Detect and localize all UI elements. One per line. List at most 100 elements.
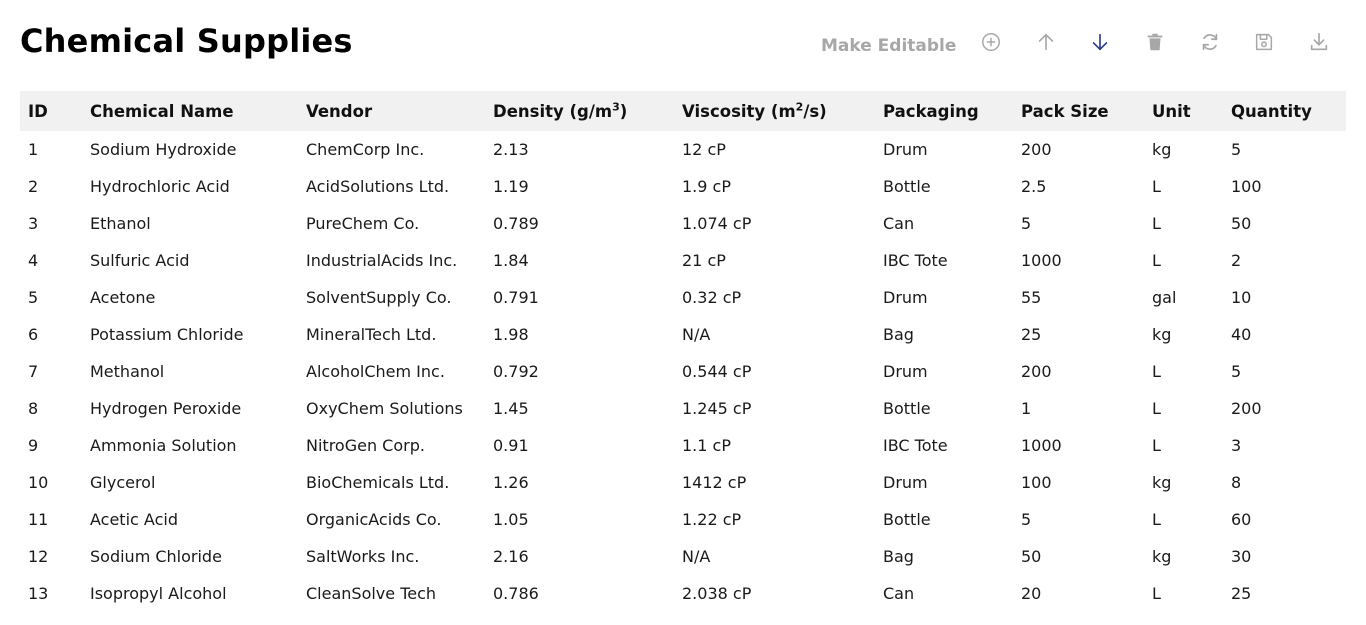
cell-pack-size[interactable]: 55 <box>1021 288 1042 307</box>
cell-pack-size[interactable]: 5 <box>1021 214 1032 233</box>
cell-packaging[interactable]: IBC Tote <box>883 436 948 455</box>
cell-quantity[interactable]: 5 <box>1231 362 1242 381</box>
cell-density[interactable]: 1.26 <box>493 473 529 492</box>
cell-packaging[interactable]: Drum <box>883 362 928 381</box>
cell-packaging[interactable]: Bag <box>883 547 914 566</box>
cell-chemical-name[interactable]: Sodium Hydroxide <box>90 140 237 159</box>
cell-unit[interactable]: gal <box>1152 288 1177 307</box>
move-up-button[interactable] <box>1032 28 1060 56</box>
cell-pack-size[interactable]: 200 <box>1021 362 1052 381</box>
column-header-quantity[interactable]: Quantity <box>1223 91 1346 131</box>
cell-chemical-name[interactable]: Methanol <box>90 362 165 381</box>
table-row[interactable]: 12 Sodium Chloride SaltWorks Inc. 2.16 N/A Ba… <box>20 538 1346 575</box>
table-row[interactable]: 11 Acetic Acid OrganicAcids Co. 1.05 1.22 cP… <box>20 501 1346 538</box>
cell-pack-size[interactable]: 25 <box>1021 325 1042 344</box>
column-header-packaging[interactable]: Packaging <box>875 91 1013 131</box>
cell-density[interactable]: 1.45 <box>493 399 529 418</box>
cell-id[interactable]: 8 <box>28 399 39 418</box>
cell-viscosity[interactable]: 0.32 cP <box>682 288 742 307</box>
cell-vendor[interactable]: OrganicAcids Co. <box>306 510 442 529</box>
cell-vendor[interactable]: AlcoholChem Inc. <box>306 362 445 381</box>
cell-vendor[interactable]: BioChemicals Ltd. <box>306 473 450 492</box>
column-header-id[interactable]: ID <box>20 91 82 131</box>
column-header-viscosity[interactable]: Viscosity (m2/s) <box>674 91 875 131</box>
cell-pack-size[interactable]: 1 <box>1021 399 1032 418</box>
cell-vendor[interactable]: ChemCorp Inc. <box>306 140 425 159</box>
cell-quantity[interactable]: 10 <box>1231 288 1252 307</box>
cell-pack-size[interactable]: 20 <box>1021 584 1042 603</box>
table-row[interactable]: 8 Hydrogen Peroxide OxyChem Solutions 1.45 1… <box>20 390 1346 427</box>
cell-density[interactable]: 0.792 <box>493 362 539 381</box>
cell-unit[interactable]: L <box>1152 214 1161 233</box>
move-down-button[interactable] <box>1086 28 1114 56</box>
cell-unit[interactable]: L <box>1152 251 1161 270</box>
cell-unit[interactable]: L <box>1152 510 1161 529</box>
cell-chemical-name[interactable]: Sulfuric Acid <box>90 251 190 270</box>
cell-packaging[interactable]: Drum <box>883 288 928 307</box>
table-row[interactable]: 10 Glycerol BioChemicals Ltd. 1.26 1412 cP Dr… <box>20 464 1346 501</box>
cell-chemical-name[interactable]: Ethanol <box>90 214 151 233</box>
cell-chemical-name[interactable]: Ammonia Solution <box>90 436 237 455</box>
cell-id[interactable]: 11 <box>28 510 49 529</box>
table-row[interactable]: 7 Methanol AlcoholChem Inc. 0.792 0.544 cP Dr… <box>20 353 1346 390</box>
cell-density[interactable]: 0.791 <box>493 288 539 307</box>
delete-row-button[interactable] <box>1141 28 1169 56</box>
download-button[interactable] <box>1305 28 1333 56</box>
cell-packaging[interactable]: Can <box>883 214 915 233</box>
cell-quantity[interactable]: 2 <box>1231 251 1242 270</box>
cell-unit[interactable]: L <box>1152 362 1161 381</box>
table-row[interactable]: 5 Acetone SolventSupply Co. 0.791 0.32 cP Dru… <box>20 279 1346 316</box>
cell-density[interactable]: 1.98 <box>493 325 529 344</box>
cell-packaging[interactable]: Bag <box>883 325 914 344</box>
table-row[interactable]: 1 Sodium Hydroxide ChemCorp Inc. 2.13 12 cP D… <box>20 131 1346 168</box>
cell-density[interactable]: 1.84 <box>493 251 529 270</box>
column-header-density[interactable]: Density (g/m3) <box>485 91 674 131</box>
column-header-pack-size[interactable]: Pack Size <box>1013 91 1144 131</box>
cell-pack-size[interactable]: 2.5 <box>1021 177 1047 196</box>
cell-packaging[interactable]: IBC Tote <box>883 251 948 270</box>
cell-pack-size[interactable]: 100 <box>1021 473 1052 492</box>
cell-viscosity[interactable]: 21 cP <box>682 251 726 270</box>
cell-quantity[interactable]: 40 <box>1231 325 1252 344</box>
cell-quantity[interactable]: 60 <box>1231 510 1252 529</box>
cell-unit[interactable]: kg <box>1152 140 1172 159</box>
cell-id[interactable]: 13 <box>28 584 49 603</box>
cell-quantity[interactable]: 200 <box>1231 399 1262 418</box>
cell-id[interactable]: 10 <box>28 473 49 492</box>
cell-vendor[interactable]: IndustrialAcids Inc. <box>306 251 458 270</box>
cell-density[interactable]: 0.91 <box>493 436 529 455</box>
cell-id[interactable]: 7 <box>28 362 39 381</box>
cell-vendor[interactable]: CleanSolve Tech <box>306 584 437 603</box>
cell-viscosity[interactable]: N/A <box>682 325 711 344</box>
cell-viscosity[interactable]: 12 cP <box>682 140 726 159</box>
cell-packaging[interactable]: Bottle <box>883 399 931 418</box>
cell-packaging[interactable]: Bottle <box>883 510 931 529</box>
cell-chemical-name[interactable]: Hydrochloric Acid <box>90 177 230 196</box>
cell-chemical-name[interactable]: Sodium Chloride <box>90 547 222 566</box>
cell-pack-size[interactable]: 1000 <box>1021 436 1062 455</box>
cell-vendor[interactable]: OxyChem Solutions <box>306 399 463 418</box>
cell-density[interactable]: 2.13 <box>493 140 529 159</box>
save-button[interactable] <box>1250 28 1278 56</box>
add-row-button[interactable] <box>977 28 1005 56</box>
cell-id[interactable]: 1 <box>28 140 39 159</box>
cell-pack-size[interactable]: 1000 <box>1021 251 1062 270</box>
cell-packaging[interactable]: Bottle <box>883 177 931 196</box>
column-header-vendor[interactable]: Vendor <box>298 91 485 131</box>
cell-unit[interactable]: L <box>1152 584 1161 603</box>
table-row[interactable]: 3 Ethanol PureChem Co. 0.789 1.074 cP Can 5 L 50 <box>20 205 1346 242</box>
cell-id[interactable]: 2 <box>28 177 39 196</box>
cell-quantity[interactable]: 100 <box>1231 177 1262 196</box>
cell-quantity[interactable]: 50 <box>1231 214 1252 233</box>
cell-chemical-name[interactable]: Glycerol <box>90 473 156 492</box>
table-row[interactable]: 6 Potassium Chloride MineralTech Ltd. 1.98 N… <box>20 316 1346 353</box>
cell-unit[interactable]: L <box>1152 436 1161 455</box>
cell-chemical-name[interactable]: Acetone <box>90 288 156 307</box>
cell-vendor[interactable]: SaltWorks Inc. <box>306 547 420 566</box>
table-row[interactable]: 13 Isopropyl Alcohol CleanSolve Tech 0.786 2… <box>20 575 1346 612</box>
refresh-button[interactable] <box>1196 28 1224 56</box>
cell-viscosity[interactable]: N/A <box>682 547 711 566</box>
cell-id[interactable]: 3 <box>28 214 39 233</box>
cell-unit[interactable]: L <box>1152 399 1161 418</box>
cell-viscosity[interactable]: 1.074 cP <box>682 214 752 233</box>
